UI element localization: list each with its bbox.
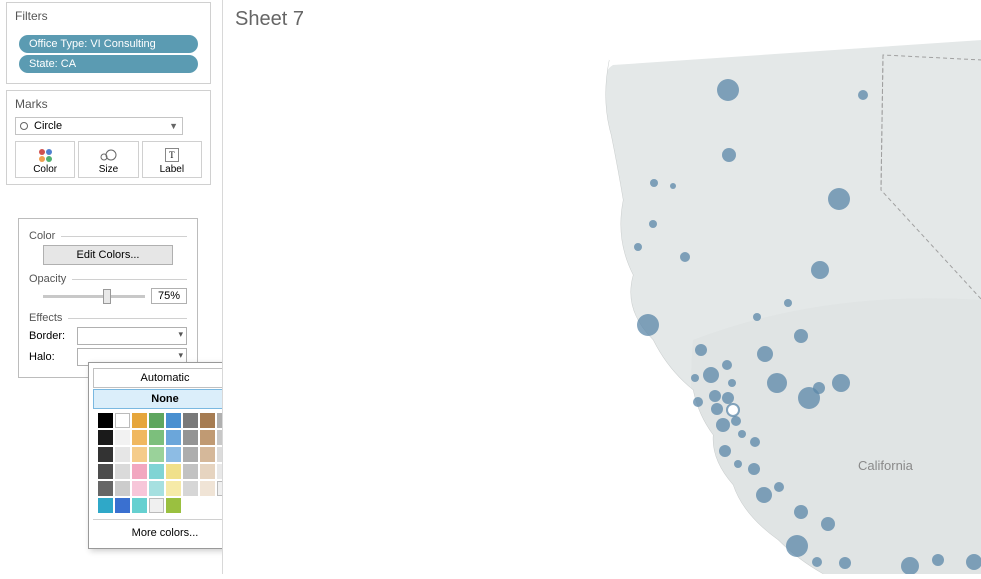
circle-icon	[20, 122, 28, 130]
size-button[interactable]: Size	[78, 141, 138, 178]
sheet-area: Sheet 7 California	[222, 0, 981, 574]
swatch[interactable]	[183, 413, 198, 428]
label-icon: T	[143, 146, 201, 164]
swatch[interactable]	[200, 413, 215, 428]
swatch[interactable]	[149, 498, 164, 513]
opacity-slider[interactable]	[43, 295, 145, 298]
border-none[interactable]: None	[93, 389, 237, 409]
swatch[interactable]	[183, 430, 198, 445]
swatch[interactable]	[166, 413, 181, 428]
color-section-label: Color	[29, 230, 187, 242]
label-button[interactable]: T Label	[142, 141, 202, 178]
swatch[interactable]	[98, 481, 113, 496]
swatch[interactable]	[132, 464, 147, 479]
swatch[interactable]	[166, 464, 181, 479]
mark-type-label: Circle	[34, 120, 62, 132]
halo-label: Halo:	[29, 351, 77, 363]
border-select[interactable]	[77, 327, 187, 345]
border-automatic[interactable]: Automatic	[93, 368, 237, 388]
swatch[interactable]	[132, 447, 147, 462]
swatch[interactable]	[166, 447, 181, 462]
swatch[interactable]	[149, 447, 164, 462]
filter-pill-office-type[interactable]: Office Type: VI Consulting	[19, 35, 198, 53]
swatch[interactable]	[183, 481, 198, 496]
color-popup: Color Edit Colors... Opacity 75% Effects…	[18, 218, 198, 378]
opacity-value[interactable]: 75%	[151, 288, 187, 304]
marks-panel: Marks Circle ▼ Color Size T Label	[6, 90, 211, 185]
swatch[interactable]	[98, 430, 113, 445]
swatch[interactable]	[115, 464, 130, 479]
filter-pill-state[interactable]: State: CA	[19, 55, 198, 73]
swatch[interactable]	[166, 498, 181, 513]
swatch[interactable]	[115, 498, 130, 513]
swatch[interactable]	[166, 430, 181, 445]
swatch[interactable]	[149, 430, 164, 445]
swatch[interactable]	[132, 498, 147, 513]
swatch[interactable]	[200, 481, 215, 496]
mark-type-select[interactable]: Circle ▼	[15, 117, 183, 135]
swatch[interactable]	[149, 413, 164, 428]
swatch[interactable]	[166, 481, 181, 496]
swatch[interactable]	[98, 464, 113, 479]
marks-title: Marks	[7, 91, 210, 117]
size-icon	[79, 146, 137, 164]
swatch[interactable]	[200, 464, 215, 479]
swatch[interactable]	[115, 481, 130, 496]
swatch[interactable]	[183, 447, 198, 462]
swatch[interactable]	[115, 430, 130, 445]
swatch[interactable]	[98, 447, 113, 462]
map-viz[interactable]: California	[223, 40, 981, 574]
swatch-grid	[98, 413, 232, 513]
opacity-section-label: Opacity	[29, 273, 187, 285]
border-label: Border:	[29, 330, 77, 342]
color-icon	[16, 146, 74, 164]
swatch[interactable]	[200, 430, 215, 445]
effects-section-label: Effects	[29, 312, 187, 324]
swatch[interactable]	[98, 498, 113, 513]
swatch[interactable]	[200, 447, 215, 462]
more-colors[interactable]: More colors...	[93, 523, 237, 543]
swatch[interactable]	[183, 464, 198, 479]
border-color-popup: Automatic None More colors...	[88, 362, 242, 549]
filters-panel: Filters Office Type: VI Consulting State…	[6, 2, 211, 84]
swatch[interactable]	[132, 430, 147, 445]
filters-title: Filters	[7, 3, 210, 29]
sheet-title: Sheet 7	[223, 0, 981, 39]
edit-colors-button[interactable]: Edit Colors...	[43, 245, 173, 265]
swatch[interactable]	[115, 413, 130, 428]
swatch[interactable]	[149, 464, 164, 479]
state-label-california: California	[858, 458, 913, 473]
swatch[interactable]	[132, 413, 147, 428]
swatch[interactable]	[149, 481, 164, 496]
swatch[interactable]	[98, 413, 113, 428]
caret-down-icon: ▼	[169, 121, 178, 131]
swatch[interactable]	[132, 481, 147, 496]
swatch[interactable]	[115, 447, 130, 462]
color-button[interactable]: Color	[15, 141, 75, 178]
